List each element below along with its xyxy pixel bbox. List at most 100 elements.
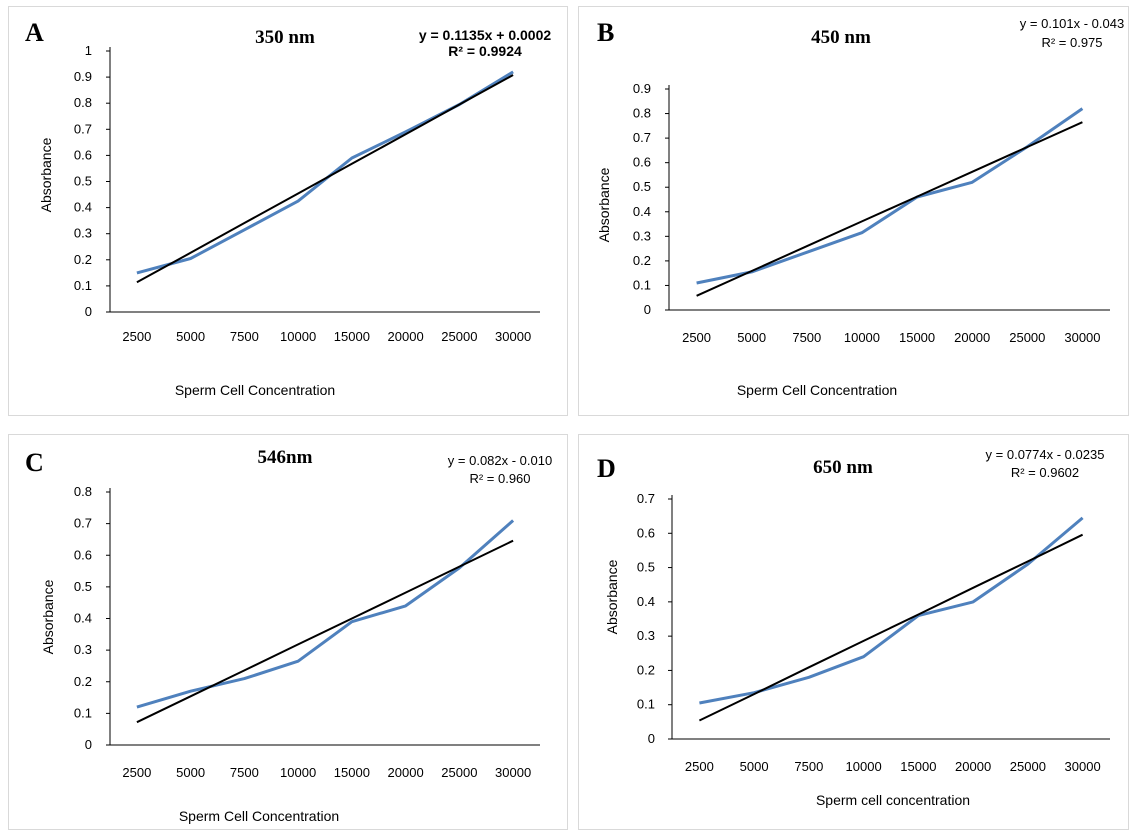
x-tick-label: 7500 xyxy=(792,330,821,345)
x-tick-label: 25000 xyxy=(1009,330,1045,345)
series-line-linear-fit xyxy=(136,539,514,724)
trendline-r-squared: R² = 0.960 xyxy=(469,471,530,486)
y-tick-label: 1 xyxy=(85,43,92,58)
y-tick-label: 0.7 xyxy=(74,121,92,136)
y-tick-label: 0.5 xyxy=(74,174,92,189)
y-axis-label: Absorbance xyxy=(604,559,620,634)
y-tick-label: 0.1 xyxy=(74,705,92,720)
x-tick-label: 15000 xyxy=(334,329,370,344)
trendline-equation: y = 0.082x - 0.010 xyxy=(448,453,552,468)
y-tick-label: 0.7 xyxy=(74,516,92,531)
trendline-equation: y = 0.0774x - 0.0235 xyxy=(986,447,1105,462)
panel-letter: B xyxy=(597,18,614,47)
chart-title: 650 nm xyxy=(813,457,873,478)
x-axis-label: Sperm Cell Concentration xyxy=(179,808,339,824)
series-line-absorbance xyxy=(696,107,1084,285)
y-tick-label: 0.7 xyxy=(637,491,655,506)
x-tick-label: 30000 xyxy=(1064,330,1100,345)
x-tick-label: 25000 xyxy=(441,765,477,780)
series-line-linear-fit xyxy=(698,533,1084,722)
y-axis-label: Absorbance xyxy=(38,137,54,212)
y-tick-label: 0.6 xyxy=(637,525,655,540)
y-tick-label: 0.4 xyxy=(74,611,92,626)
trendline-equation: y = 0.101x - 0.043 xyxy=(1020,16,1124,31)
y-tick-label: 0.1 xyxy=(74,278,92,293)
chart-title: 350 nm xyxy=(255,27,315,48)
x-tick-label: 25000 xyxy=(1010,759,1046,774)
x-tick-label: 10000 xyxy=(280,329,316,344)
y-tick-label: 0.6 xyxy=(74,547,92,562)
x-tick-label: 10000 xyxy=(844,330,880,345)
y-tick-label: 0 xyxy=(85,304,92,319)
y-tick-label: 0.2 xyxy=(633,253,651,268)
y-tick-label: 0.3 xyxy=(633,228,651,243)
x-tick-label: 2500 xyxy=(122,765,151,780)
x-axis-label: Sperm cell concentration xyxy=(816,792,970,808)
chart-panel-a: A 350 nm y = 0.1135x + 0.0002 R² = 0.992… xyxy=(8,6,568,416)
y-tick-label: 0.9 xyxy=(633,81,651,96)
x-tick-label: 15000 xyxy=(899,330,935,345)
x-tick-label: 25000 xyxy=(441,329,477,344)
y-tick-label: 0 xyxy=(85,737,92,752)
x-tick-label: 10000 xyxy=(280,765,316,780)
chart-title: 450 nm xyxy=(811,27,871,48)
x-tick-label: 20000 xyxy=(388,765,424,780)
y-tick-label: 0.4 xyxy=(637,594,655,609)
y-tick-label: 0 xyxy=(644,302,651,317)
y-tick-label: 0.5 xyxy=(633,179,651,194)
x-tick-label: 7500 xyxy=(794,759,823,774)
y-tick-label: 0 xyxy=(648,731,655,746)
y-tick-label: 0.5 xyxy=(637,560,655,575)
chart-panel-d: D 650 nm y = 0.0774x - 0.0235 R² = 0.960… xyxy=(578,434,1129,830)
panel-letter: A xyxy=(25,18,44,47)
y-tick-label: 0.8 xyxy=(74,484,92,499)
y-tick-label: 0.4 xyxy=(633,204,651,219)
series-line-absorbance xyxy=(699,516,1084,705)
y-tick-label: 0.4 xyxy=(74,200,92,215)
trendline-r-squared: R² = 0.9924 xyxy=(448,43,522,59)
chart-panel-b: B 450 nm y = 0.101x - 0.043 R² = 0.975 A… xyxy=(578,6,1129,416)
y-axis-label: Absorbance xyxy=(40,579,56,654)
chart-d: D 650 nm y = 0.0774x - 0.0235 R² = 0.960… xyxy=(597,447,1110,808)
x-tick-label: 2500 xyxy=(685,759,714,774)
y-axis-label: Absorbance xyxy=(596,167,612,242)
x-tick-label: 20000 xyxy=(388,329,424,344)
x-tick-label: 2500 xyxy=(122,329,151,344)
chart-b: B 450 nm y = 0.101x - 0.043 R² = 0.975 A… xyxy=(596,16,1124,398)
y-tick-label: 0.2 xyxy=(74,252,92,267)
y-tick-label: 0.9 xyxy=(74,69,92,84)
y-tick-label: 0.2 xyxy=(74,674,92,689)
y-tick-label: 0.6 xyxy=(74,147,92,162)
x-axis-label: Sperm Cell Concentration xyxy=(175,382,335,398)
y-tick-label: 0.7 xyxy=(633,130,651,145)
y-tick-label: 0.2 xyxy=(637,662,655,677)
panel-letter: D xyxy=(597,454,616,483)
x-tick-label: 7500 xyxy=(230,329,259,344)
x-tick-label: 15000 xyxy=(900,759,936,774)
series-line-absorbance xyxy=(136,519,515,709)
y-tick-label: 0.3 xyxy=(74,226,92,241)
y-tick-label: 0.8 xyxy=(74,95,92,110)
x-tick-label: 2500 xyxy=(682,330,711,345)
x-tick-label: 5000 xyxy=(740,759,769,774)
x-tick-label: 30000 xyxy=(495,329,531,344)
chart-a: A 350 nm y = 0.1135x + 0.0002 R² = 0.992… xyxy=(25,18,552,398)
x-tick-label: 30000 xyxy=(1065,759,1101,774)
series-line-linear-fit xyxy=(136,74,514,284)
y-tick-label: 0.1 xyxy=(633,277,651,292)
panel-letter: C xyxy=(25,448,44,477)
x-tick-label: 20000 xyxy=(954,330,990,345)
trendline-equation: y = 0.1135x + 0.0002 xyxy=(419,27,552,43)
series-line-linear-fit xyxy=(696,121,1083,297)
x-tick-label: 10000 xyxy=(846,759,882,774)
y-tick-label: 0.3 xyxy=(637,628,655,643)
x-tick-label: 15000 xyxy=(334,765,370,780)
y-tick-label: 0.3 xyxy=(74,642,92,657)
x-axis-label: Sperm Cell Concentration xyxy=(737,382,897,398)
trendline-r-squared: R² = 0.9602 xyxy=(1011,465,1079,480)
chart-title: 546nm xyxy=(258,447,313,468)
chart-panel-c: C 546nm y = 0.082x - 0.010 R² = 0.960 Ab… xyxy=(8,434,568,830)
y-tick-label: 0.1 xyxy=(637,697,655,712)
chart-c: C 546nm y = 0.082x - 0.010 R² = 0.960 Ab… xyxy=(25,447,552,824)
y-tick-label: 0.5 xyxy=(74,579,92,594)
